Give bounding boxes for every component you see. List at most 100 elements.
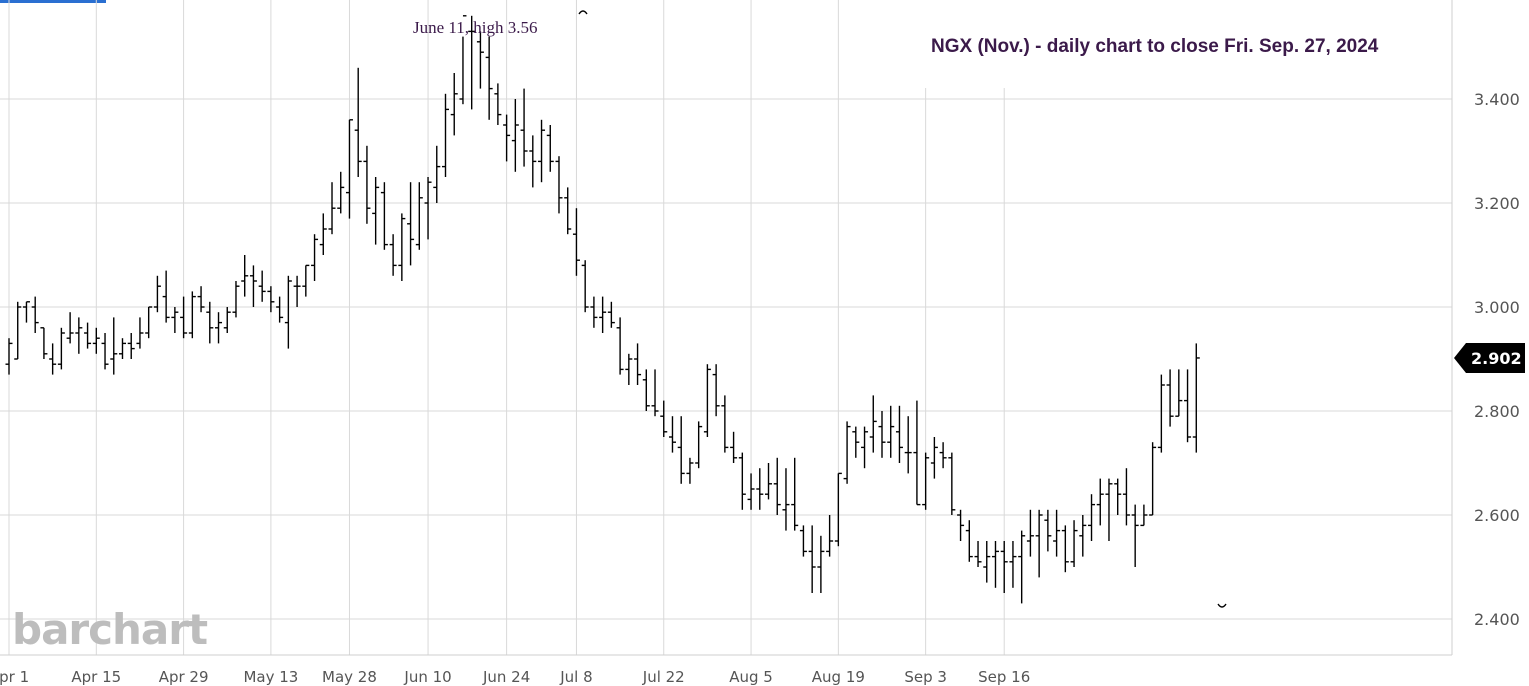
ohlc-bar	[433, 145, 441, 203]
ohlc-bar	[599, 296, 607, 333]
ohlc-bar	[14, 301, 22, 360]
ohlc-bar	[188, 291, 196, 339]
high-annotation: June 11, high 3.56	[413, 18, 538, 37]
chart-title: NGX (Nov.) - daily chart to close Fri. S…	[931, 36, 1379, 57]
ohlc-bar	[110, 317, 118, 375]
ohlc-bar	[572, 208, 580, 276]
ohlc-bar	[267, 286, 275, 313]
ohlc-bar	[799, 525, 807, 557]
ohlc-bar	[1122, 468, 1130, 526]
ohlc-bar	[887, 405, 895, 458]
x-tick-label: Jun 24	[482, 668, 530, 686]
x-tick-label: Apr 1	[0, 668, 29, 686]
ohlc-bar	[249, 265, 257, 307]
ohlc-bar	[49, 343, 57, 375]
last-price-badge	[1454, 343, 1525, 373]
ohlc-bar	[843, 421, 851, 484]
y-tick-label: 2.800	[1474, 402, 1520, 421]
barchart-watermark: barchart	[12, 605, 208, 654]
last-price-tag: 2.902	[1454, 343, 1525, 373]
x-tick-label: Apr 15	[71, 668, 121, 686]
y-tick-label: 2.600	[1474, 506, 1520, 525]
ohlc-bar	[1175, 369, 1183, 417]
ohlc-bar	[817, 535, 825, 593]
y-tick-label: 3.400	[1474, 90, 1520, 109]
ohlc-bar	[75, 317, 83, 354]
ohlc-bar	[1157, 374, 1165, 453]
ohlc-bar	[634, 343, 642, 385]
ohlc-bar	[302, 264, 310, 297]
x-tick-label: Jun 10	[403, 668, 451, 686]
ohlc-bar	[948, 452, 956, 515]
ohlc-bar	[450, 73, 458, 136]
ohlc-bar	[503, 114, 511, 162]
ohlc-bar	[415, 182, 423, 250]
ohlc-bar	[258, 270, 266, 302]
ohlc-bar	[869, 395, 877, 453]
ohlc-bar	[494, 83, 502, 125]
ohlc-bar	[564, 187, 572, 235]
ohlc-bar	[668, 416, 676, 453]
ohlc-bar	[1061, 525, 1069, 573]
ohlc-bar	[1053, 509, 1061, 557]
ohlc-bar	[660, 400, 668, 437]
ohlc-bar	[223, 307, 231, 333]
ohlc-bar	[40, 327, 48, 359]
top-accent-bar	[0, 0, 106, 3]
ohlc-bar	[642, 369, 650, 411]
ohlc-bar	[1070, 520, 1078, 567]
ohlc-bar	[92, 327, 100, 354]
x-tick-label: Sep 16	[978, 668, 1030, 686]
low-marker	[1217, 603, 1227, 608]
ohlc-bar	[442, 93, 449, 177]
ohlc-bar	[686, 457, 694, 484]
ohlc-bar	[1000, 541, 1008, 593]
ohlc-bar	[991, 541, 999, 588]
ohlc-bar	[354, 67, 362, 177]
ohlc-bar	[1009, 541, 1017, 588]
ohlc-bar	[939, 442, 947, 469]
high-marker-arc	[578, 10, 588, 15]
ohlc-bar	[895, 405, 903, 463]
ohlc-bar	[721, 395, 729, 453]
ohlc-bar	[1088, 494, 1096, 541]
ohlc-bar	[311, 234, 319, 281]
ohlc-bar	[913, 400, 921, 506]
ohlc-bar	[1026, 509, 1034, 557]
ohlc-bar	[1105, 478, 1113, 541]
ohlc-bar	[651, 369, 659, 417]
x-tick-label: Apr 29	[159, 668, 209, 686]
ohlc-bar	[162, 270, 170, 323]
ohlc-bar	[738, 452, 746, 510]
ohlc-bar	[1184, 369, 1192, 443]
ohlc-bar	[861, 426, 869, 469]
ohlc-bar	[782, 468, 790, 531]
ohlc-bar	[84, 322, 92, 349]
ohlc-bar	[765, 463, 773, 500]
last-price-value: 2.902	[1471, 349, 1522, 368]
ohlc-bar	[538, 119, 546, 183]
ohlc-bar	[712, 364, 720, 417]
ohlc-bar	[293, 275, 301, 307]
ohlc-bar	[57, 327, 65, 370]
ohlc-bar	[485, 36, 493, 120]
x-tick-label: Jul 8	[559, 668, 592, 686]
ohlc-bar	[957, 509, 965, 541]
ohlc-bar	[276, 296, 284, 323]
x-tick-label: May 13	[243, 668, 298, 686]
ohlc-bar	[171, 307, 179, 333]
ohlc-bar	[345, 119, 353, 219]
y-tick-label: 3.200	[1474, 194, 1520, 213]
ohlc-bar	[930, 437, 938, 479]
ohlc-bar	[319, 213, 327, 255]
ohlc-bar	[1079, 515, 1087, 557]
ohlc-bar	[965, 520, 973, 562]
ohlc-bar	[398, 213, 406, 281]
ohlc-bar	[677, 416, 685, 484]
ohlc-bar	[974, 541, 982, 567]
ohlc-bar	[380, 182, 388, 250]
ohlc-bar	[808, 525, 816, 593]
ohlc-bar	[703, 364, 711, 437]
ohlc-bar	[607, 301, 615, 328]
